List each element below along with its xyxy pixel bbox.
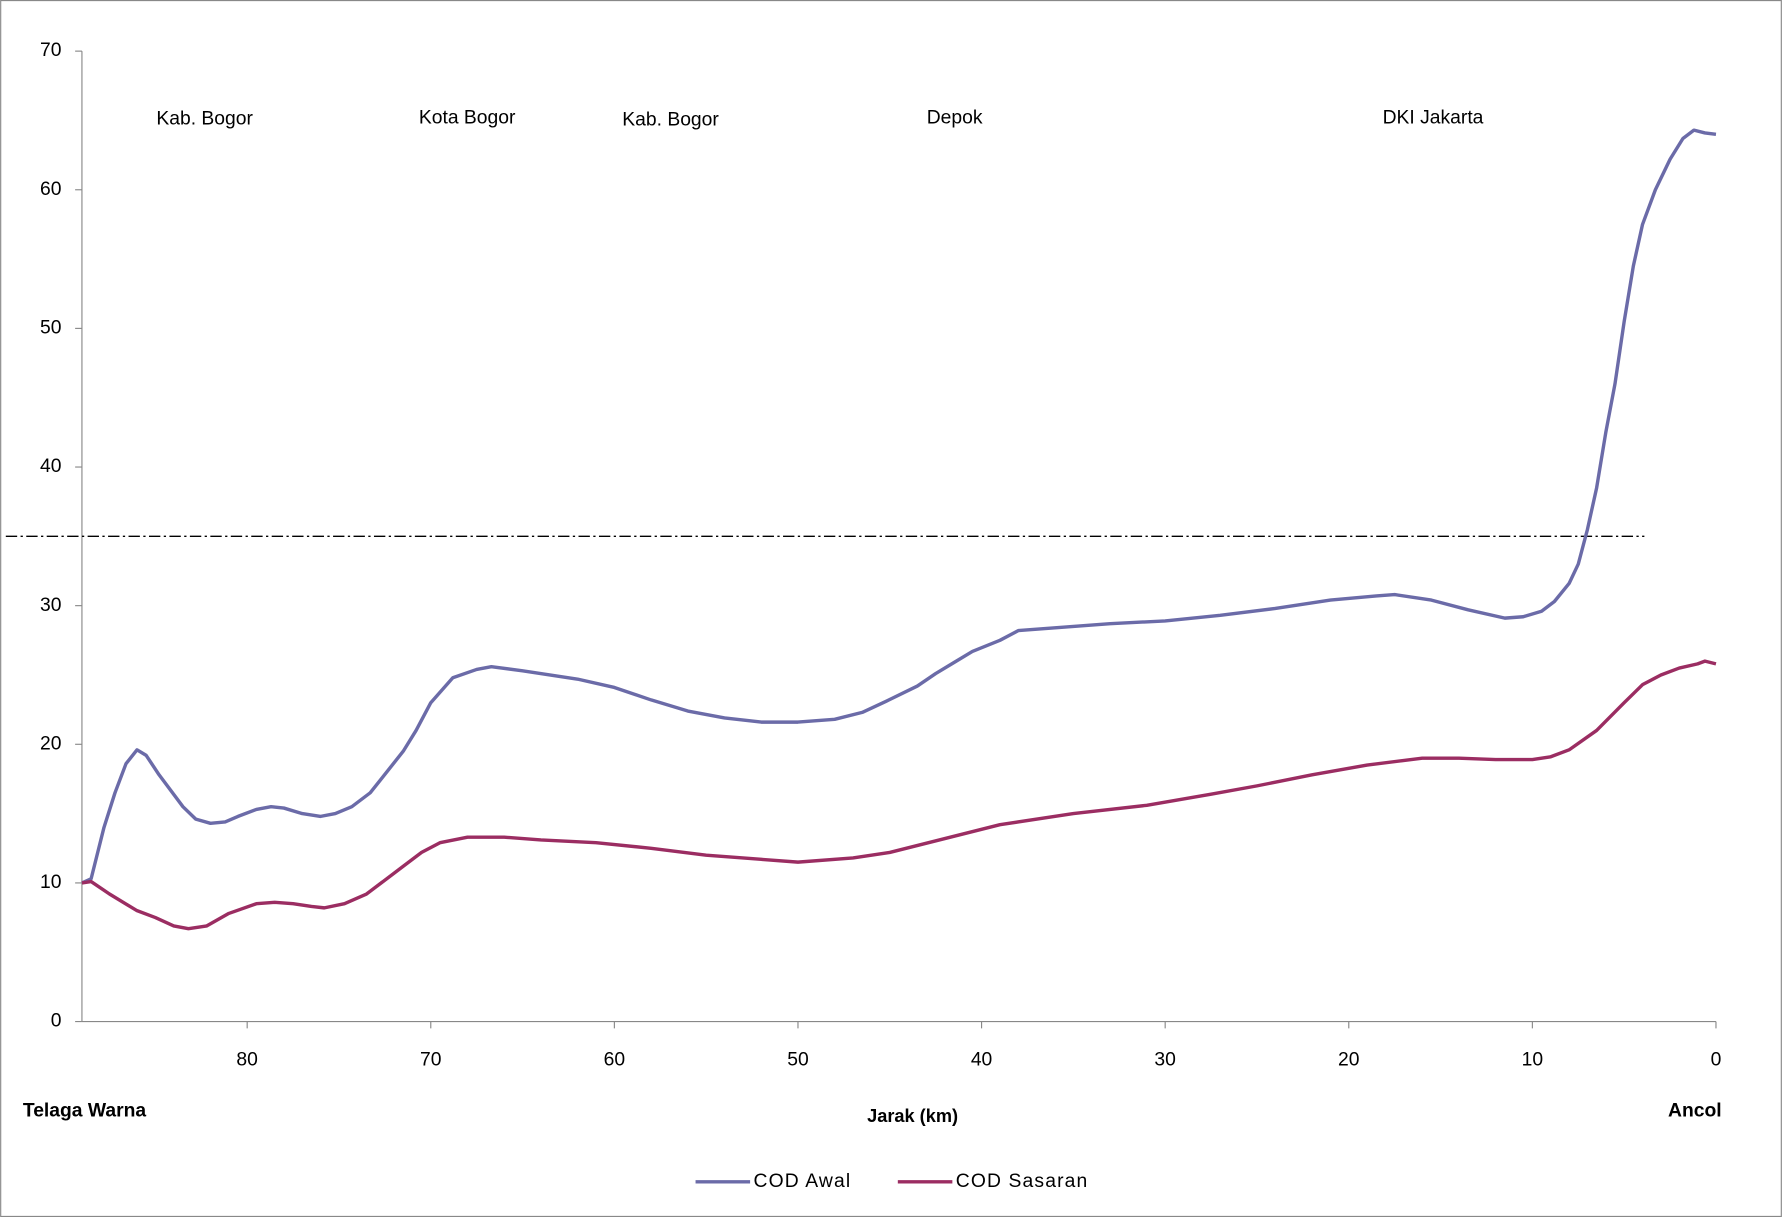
x-tick-label: 10 xyxy=(1522,1049,1543,1070)
line-series xyxy=(81,128,1717,885)
region-label: Kab. Bogor xyxy=(622,110,719,131)
x-tick-label: 60 xyxy=(604,1049,625,1070)
x-tick-label: 50 xyxy=(787,1049,808,1070)
x-tick-label: 0 xyxy=(1711,1049,1722,1070)
y-tick-label: 0 xyxy=(51,1011,62,1032)
legend-label: COD Sasaran xyxy=(956,1171,1089,1192)
end-label: Ancol xyxy=(1668,1100,1722,1121)
x-tick-label: 70 xyxy=(420,1049,441,1070)
line-series xyxy=(81,659,1717,931)
legend-label: COD Awal xyxy=(754,1171,852,1192)
region-label: Kab. Bogor xyxy=(156,108,253,129)
x-tick-label: 20 xyxy=(1338,1049,1359,1070)
x-tick-label: 80 xyxy=(236,1049,257,1070)
y-tick-label: 20 xyxy=(40,733,61,754)
region-label: DKI Jakarta xyxy=(1383,107,1484,128)
y-tick-label: 10 xyxy=(40,872,61,893)
x-tick-label: 40 xyxy=(971,1049,992,1070)
region-label: Depok xyxy=(927,107,983,128)
region-label: Kota Bogor xyxy=(419,107,516,128)
start-label: Telaga Warna xyxy=(23,1100,147,1121)
x-tick-label: 30 xyxy=(1154,1049,1175,1070)
y-tick-label: 60 xyxy=(40,179,61,200)
y-tick-label: 30 xyxy=(40,595,61,616)
y-tick-label: 50 xyxy=(40,317,61,338)
x-axis-label: Jarak (km) xyxy=(867,1106,958,1126)
y-tick-label: 40 xyxy=(40,456,61,477)
y-tick-label: 70 xyxy=(40,40,61,61)
